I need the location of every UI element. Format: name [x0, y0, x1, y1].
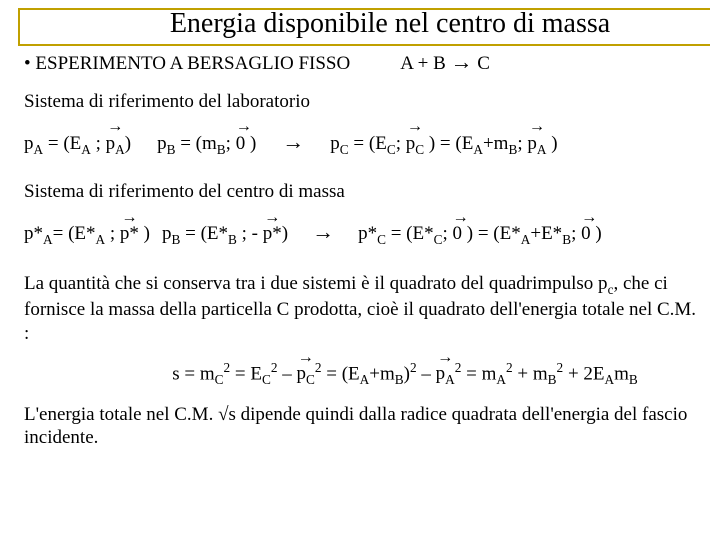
- experiment-label: • ESPERIMENTO A BERSAGLIO FISSO: [24, 52, 350, 76]
- paragraph-2: L'energia totale nel C.M. √s dipende qui…: [24, 403, 706, 451]
- cm-equations: p*A= (E*A ; p* ) pB = (E*B ; - p*) → p*C…: [24, 218, 706, 248]
- lab-pB: pB = (mB; 0 ): [157, 132, 256, 158]
- lab-pC: pC = (EC; pC ) = (EA+mB; pA ): [330, 132, 557, 158]
- reaction: A + B → C: [400, 48, 490, 76]
- cm-pC: p*C = (E*C; 0 ) = (E*A+E*B; 0 ): [358, 222, 602, 248]
- reaction-rhs: C: [477, 53, 490, 74]
- cm-pA: p*A= (E*A ; p* ): [24, 222, 150, 248]
- subheading-row: • ESPERIMENTO A BERSAGLIO FISSO A + B → …: [24, 48, 706, 76]
- arrow-icon: →: [282, 128, 304, 156]
- cm-pB: pB = (E*B ; - p*): [162, 222, 288, 248]
- lab-pA: pA = (EA ; pA): [24, 132, 131, 158]
- bottom-rule: [18, 44, 710, 46]
- slide-title: Energia disponibile nel centro di massa: [0, 8, 720, 40]
- reaction-lhs: A + B: [400, 53, 446, 74]
- lab-frame-label: Sistema di riferimento del laboratorio: [24, 90, 706, 114]
- arrow-icon: →: [451, 49, 473, 74]
- lab-equations: pA = (EA ; pA) pB = (mB; 0 ) → pC = (EC;…: [24, 128, 706, 158]
- invariant-equation: s = mC2 = EC2 – pC2 = (EA+mB)2 – pA2 = m…: [104, 360, 706, 389]
- arrow-icon: →: [312, 218, 334, 246]
- paragraph-1: La quantità che si conserva tra i due si…: [24, 272, 706, 346]
- content: • ESPERIMENTO A BERSAGLIO FISSO A + B → …: [24, 48, 706, 460]
- slide: Energia disponibile nel centro di massa …: [0, 0, 720, 540]
- cm-frame-label: Sistema di riferimento del centro di mas…: [24, 180, 706, 204]
